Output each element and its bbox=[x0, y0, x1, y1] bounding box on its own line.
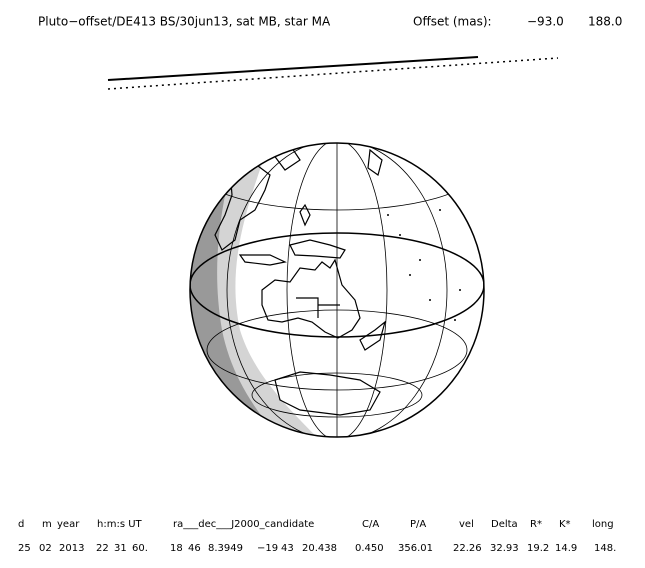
column-header: long bbox=[592, 519, 614, 530]
cell: 8.3949 bbox=[208, 543, 243, 554]
cell: 31 bbox=[114, 543, 127, 554]
offset-value: −93.0 bbox=[527, 15, 564, 29]
table-header: d m year h:m:s UT ra___dec___J2000_candi… bbox=[18, 519, 614, 530]
cell: 0.450 bbox=[355, 543, 384, 554]
cell: 356.01 bbox=[398, 543, 433, 554]
shadow-limit-dotted bbox=[107, 57, 559, 90]
globe-outline bbox=[189, 142, 485, 438]
shadow-limit bbox=[107, 56, 479, 81]
column-header: m bbox=[42, 519, 52, 530]
column-header: ra___dec___J2000_candidate bbox=[173, 519, 314, 530]
cell: 43 bbox=[281, 543, 294, 554]
cell: 22 bbox=[96, 543, 109, 554]
cell: 46 bbox=[188, 543, 201, 554]
cell: 14.9 bbox=[555, 543, 577, 554]
offset-label: Offset (mas): bbox=[413, 15, 492, 29]
cell: 60. bbox=[132, 543, 148, 554]
cell: 18 bbox=[170, 543, 183, 554]
column-header: C/A bbox=[362, 519, 379, 530]
column-header: h:m:s UT bbox=[97, 519, 143, 530]
column-header: K* bbox=[559, 519, 571, 530]
title: Pluto−offset/DE413 BS/30jun13, sat MB, s… bbox=[38, 15, 331, 29]
cell: 2013 bbox=[59, 543, 84, 554]
table-row: 25 02 2013 22 31 60. 18 46 8.3949 −19 43… bbox=[18, 543, 616, 554]
offset-value: 188.0 bbox=[588, 15, 622, 29]
cell: 148. bbox=[594, 543, 616, 554]
cell: 25 bbox=[18, 543, 31, 554]
cell: −19 bbox=[257, 543, 278, 554]
cell: 20.438 bbox=[302, 543, 337, 554]
column-header: d bbox=[18, 519, 24, 530]
column-header: vel bbox=[459, 519, 474, 530]
cell: 02 bbox=[39, 543, 52, 554]
globe bbox=[190, 143, 484, 437]
cell: 19.2 bbox=[527, 543, 549, 554]
column-header: P/A bbox=[410, 519, 426, 530]
column-header: year bbox=[57, 519, 80, 530]
cell: 22.26 bbox=[453, 543, 482, 554]
column-header: R* bbox=[530, 519, 542, 530]
column-header: Delta bbox=[491, 519, 518, 530]
cell: 32.93 bbox=[490, 543, 519, 554]
